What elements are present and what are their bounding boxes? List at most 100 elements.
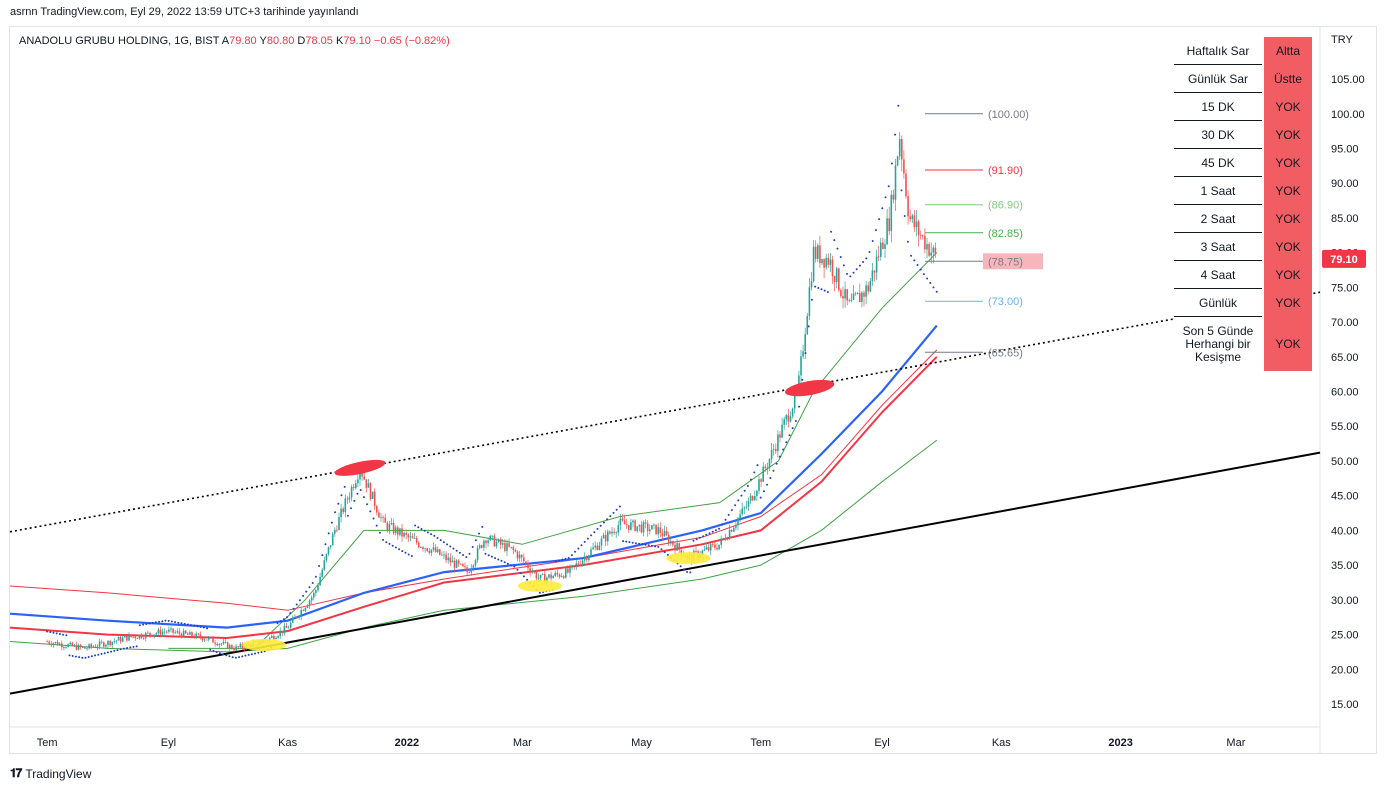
tradingview-logo-icon: 𝟏𝟕 (10, 766, 22, 780)
sar-dot (292, 607, 295, 610)
breakout-marker (785, 379, 835, 397)
support-marker (666, 552, 711, 565)
candle (405, 532, 407, 535)
candle (350, 486, 353, 498)
sar-dot (759, 496, 762, 499)
candle (901, 139, 903, 160)
candle (907, 196, 909, 217)
candle (128, 635, 130, 641)
candle (428, 551, 431, 553)
sar-dot (446, 543, 449, 546)
sar-dot (206, 627, 209, 630)
sar-dot (887, 185, 890, 188)
sar-dot (650, 544, 653, 547)
sar-dot (577, 547, 580, 550)
sar-dot (791, 427, 794, 430)
sar-dot (641, 543, 644, 546)
candle (138, 634, 141, 639)
candle (903, 159, 905, 174)
sar-dot (142, 623, 145, 626)
candle (319, 576, 321, 586)
candle (208, 637, 210, 640)
candle (751, 496, 754, 501)
candle (434, 547, 437, 553)
candle (676, 543, 678, 551)
candle (275, 637, 277, 640)
tradingview-logo[interactable]: 𝟏𝟕 TradingView (10, 766, 91, 781)
candle (558, 574, 561, 577)
candle (197, 633, 200, 635)
candle (567, 568, 569, 573)
candle (562, 576, 565, 578)
sar-dot (596, 527, 599, 530)
candle (359, 471, 361, 480)
symbol-name: ANADOLU GRUBU HOLDING, 1G, BIST (19, 35, 220, 47)
sar-dot (593, 531, 596, 534)
candle (644, 522, 647, 524)
candle (82, 647, 84, 648)
sar-dot (295, 603, 298, 606)
sar-dot (753, 471, 756, 474)
sar-dot (702, 535, 705, 538)
y-tick-label: 75.00 (1331, 282, 1359, 294)
candle (737, 518, 739, 525)
sar-dot (100, 652, 103, 655)
candle (701, 550, 704, 556)
sar-dot (138, 624, 141, 627)
candle (455, 560, 458, 568)
y-tick-label: 45.00 (1331, 491, 1359, 503)
sar-dot (465, 556, 468, 559)
candle (239, 644, 242, 648)
candle (504, 543, 506, 551)
candle (436, 549, 439, 552)
candle (764, 466, 767, 469)
candle (655, 524, 657, 535)
sar-dot (177, 621, 180, 624)
candle (151, 634, 153, 637)
candle (134, 636, 137, 639)
candle (829, 259, 832, 265)
sar-dot (337, 502, 340, 505)
candle (401, 528, 403, 537)
candle (296, 617, 298, 618)
sar-dot (190, 624, 193, 627)
candle (602, 534, 605, 539)
candle (390, 523, 393, 525)
sar-dot (798, 405, 801, 408)
candle (474, 560, 477, 566)
candle (65, 647, 67, 648)
table-row: Son 5 Günde Herhangi bir Kesişme YOK (1174, 316, 1312, 371)
sar-dot (606, 518, 609, 521)
candle (718, 544, 720, 550)
sar-dot (750, 478, 753, 481)
candle (850, 299, 853, 302)
candle (579, 564, 582, 566)
candle (663, 531, 666, 537)
candle (86, 648, 88, 650)
candle (714, 544, 716, 548)
sar-dot (241, 655, 244, 658)
sar-dot (87, 656, 90, 658)
sar-dot (580, 544, 583, 547)
candle (443, 554, 445, 556)
candle (342, 508, 344, 513)
candle (195, 633, 197, 638)
sar-dot (346, 514, 349, 517)
candle (665, 531, 668, 535)
candle (873, 270, 876, 273)
candle (52, 643, 55, 646)
brand-name: TradingView (25, 766, 92, 781)
candle (600, 538, 603, 546)
sar-dot (276, 622, 279, 625)
candle (237, 646, 239, 648)
candle (126, 635, 128, 641)
sar-dot (711, 530, 714, 533)
sar-dot (324, 543, 327, 546)
row-status: YOK (1262, 92, 1312, 121)
sar-dot (654, 545, 657, 548)
candle (541, 574, 544, 575)
candle (121, 637, 124, 642)
sar-dot (772, 469, 775, 472)
fib-label: (78.75) (988, 256, 1023, 268)
